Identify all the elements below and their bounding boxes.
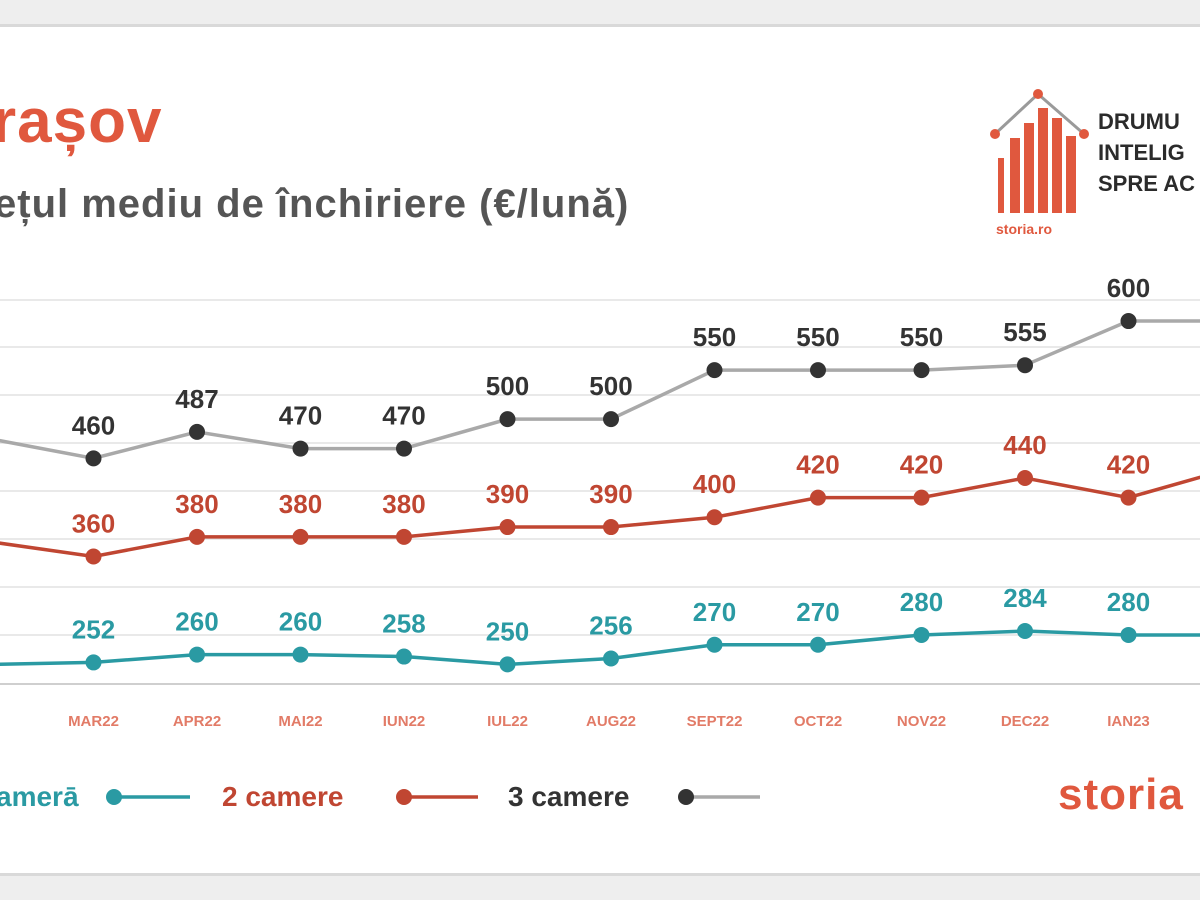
- data-point: [396, 528, 412, 545]
- data-point: [85, 548, 102, 565]
- data-label: 420: [900, 450, 943, 480]
- data-point: [499, 656, 516, 673]
- data-point: [189, 528, 205, 545]
- data-label: 440: [1003, 430, 1046, 460]
- legend-marker: [678, 789, 694, 805]
- x-tick-label: NOV22: [897, 713, 946, 730]
- data-label: 380: [382, 489, 425, 519]
- house-bars-icon: storia.ro: [990, 88, 1200, 238]
- data-point: [1017, 470, 1033, 486]
- data-point: [292, 528, 309, 545]
- data-point: [810, 362, 826, 379]
- x-tick-label: DEC22: [1001, 713, 1049, 730]
- legend-marker: [106, 789, 122, 805]
- data-label: 400: [693, 469, 736, 499]
- data-label: 460: [72, 410, 115, 440]
- x-tick-label: AUG22: [586, 713, 636, 730]
- logo-tagline: DRUMU INTELIG SPRE AC: [1098, 106, 1200, 199]
- data-point: [1120, 626, 1137, 643]
- data-label: 470: [382, 401, 425, 431]
- x-tick-labels: 22MAR22APR22MAI22IUN22IUL22AUG22SEPT22OC…: [68, 713, 1150, 730]
- data-label: 252: [72, 614, 115, 644]
- storia-brand-logo: storia: [1058, 770, 1184, 819]
- data-point: [1120, 313, 1137, 330]
- x-tick-label: IUN22: [383, 713, 426, 730]
- x-tick-label: APR22: [173, 713, 221, 730]
- data-point: [1017, 623, 1033, 640]
- data-point: [913, 489, 930, 506]
- data-point: [1017, 357, 1033, 374]
- data-point: [706, 362, 723, 379]
- data-label: 260: [279, 607, 322, 637]
- legend-label: amerā: [0, 781, 79, 812]
- x-tick-label: OCT22: [794, 713, 842, 730]
- x-tick-label: IAN23: [1107, 713, 1150, 730]
- data-label: 555: [1003, 317, 1046, 347]
- x-tick-label: IUL22: [487, 713, 528, 730]
- data-label: 500: [589, 371, 632, 401]
- data-label: 280: [900, 587, 943, 617]
- data-point: [189, 423, 205, 440]
- data-label: 390: [486, 479, 529, 509]
- data-point: [913, 626, 930, 643]
- data-point: [603, 411, 619, 428]
- data-label: 270: [693, 597, 736, 627]
- data-point: [603, 650, 619, 667]
- legend-label: 2 camere: [222, 781, 343, 812]
- data-label: 256: [589, 610, 632, 640]
- tagline-line-3: SPRE AC: [1098, 171, 1195, 196]
- data-labels: 0252260260258250256270270280284280536038…: [72, 273, 1150, 646]
- data-label: 390: [589, 479, 632, 509]
- data-label: 600: [1107, 273, 1150, 303]
- series-points: [85, 313, 1137, 673]
- data-point: [396, 648, 412, 665]
- data-point: [499, 411, 516, 428]
- data-label: 280: [1107, 587, 1150, 617]
- x-tick-label: MAR22: [68, 713, 119, 730]
- data-point: [499, 519, 516, 536]
- data-point: [913, 362, 930, 379]
- data-label: 470: [279, 401, 322, 431]
- data-point: [396, 440, 412, 457]
- data-label: 360: [72, 508, 115, 538]
- data-point: [1120, 489, 1137, 506]
- legend-label: 3 camere: [508, 781, 629, 812]
- data-point: [189, 646, 205, 663]
- data-point: [706, 636, 723, 653]
- data-point: [810, 489, 826, 506]
- x-tick-label: SEPT22: [687, 713, 743, 730]
- data-point: [85, 450, 102, 467]
- data-label: 284: [1003, 583, 1047, 613]
- data-label: 270: [796, 597, 839, 627]
- data-label: 420: [1107, 450, 1150, 480]
- data-label: 258: [382, 609, 425, 639]
- data-label: 250: [486, 616, 529, 646]
- data-label: 550: [693, 322, 736, 352]
- tagline-line-1: DRUMU: [1098, 109, 1180, 134]
- x-tick-label: MAI22: [278, 713, 322, 730]
- data-label: 550: [796, 322, 839, 352]
- data-point: [603, 519, 619, 536]
- legend-marker: [396, 789, 412, 805]
- tagline-line-2: INTELIG: [1098, 140, 1185, 165]
- chart-subtitle: ețul mediu de închiriere (€/lună): [0, 182, 630, 226]
- data-point: [292, 646, 309, 663]
- data-label: 487: [175, 384, 218, 414]
- data-label: 380: [279, 489, 322, 519]
- data-label: 260: [175, 607, 218, 637]
- data-point: [810, 636, 826, 653]
- data-point: [292, 440, 309, 457]
- data-point: [85, 654, 102, 671]
- legend: amerā 2 camere 3 camere: [0, 781, 760, 812]
- chart-title: rașov: [0, 87, 163, 156]
- data-label: 420: [796, 450, 839, 480]
- data-label: 550: [900, 322, 943, 352]
- logo-sub: storia.ro: [996, 221, 1052, 237]
- data-label: 380: [175, 489, 218, 519]
- data-label: 500: [486, 371, 529, 401]
- data-point: [706, 509, 723, 526]
